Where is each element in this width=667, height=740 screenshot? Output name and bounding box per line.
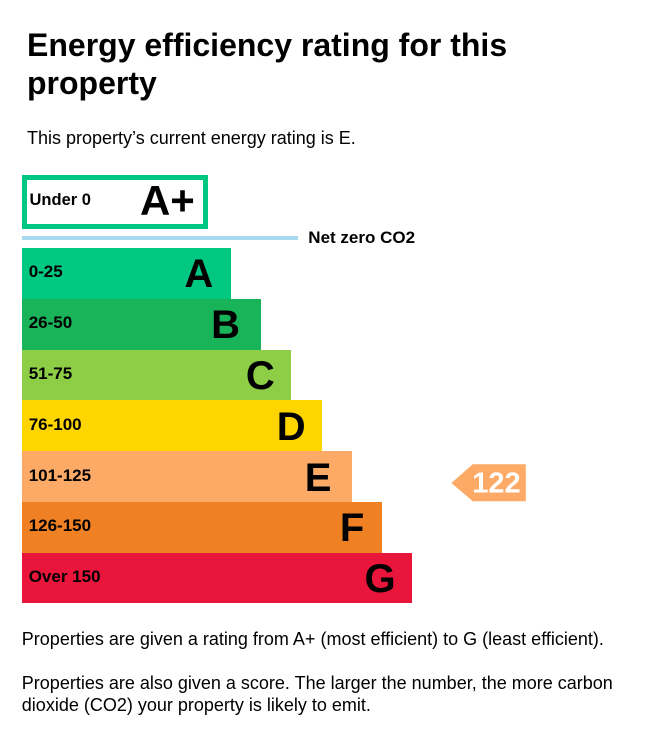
svg-text:122: 122 [472, 467, 520, 499]
